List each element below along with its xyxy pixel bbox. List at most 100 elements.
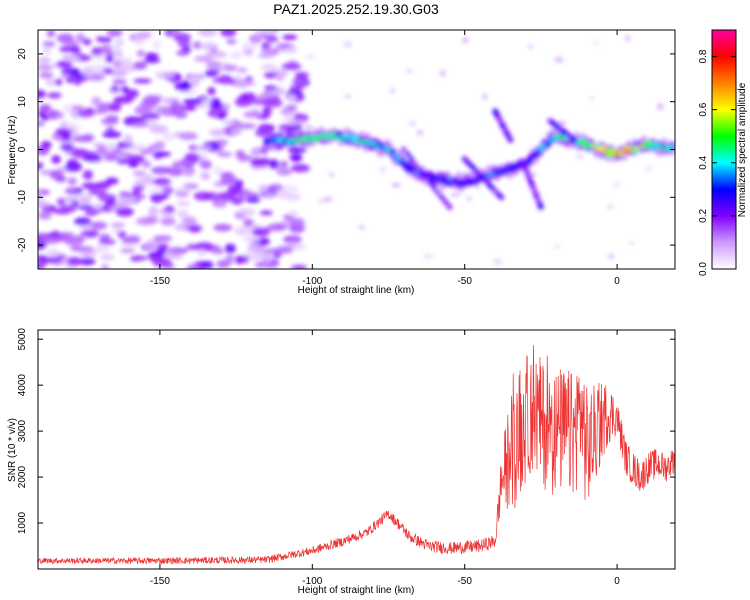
heatmap-cell xyxy=(391,183,401,188)
heatmap-cell xyxy=(114,38,125,46)
heatmap-cell xyxy=(59,204,78,213)
heatmap-cell xyxy=(537,203,544,210)
heatmap-cell xyxy=(263,191,276,197)
heatmap-cell xyxy=(186,263,201,269)
heatmap-cell xyxy=(423,175,430,182)
heatmap-cell xyxy=(77,109,95,118)
heatmap-cell xyxy=(136,49,145,58)
heatmap-cell xyxy=(283,235,302,244)
heatmap-cell xyxy=(173,110,188,119)
heatmap-cell xyxy=(40,140,52,149)
heatmap-cell xyxy=(571,136,578,143)
heatmap-cell xyxy=(79,257,96,266)
heatmap-cell xyxy=(461,37,469,43)
heatmap-cell xyxy=(343,94,352,99)
heatmap-cell xyxy=(152,40,161,50)
heatmap-cell xyxy=(294,71,309,79)
heatmap-cell xyxy=(100,254,115,261)
heatmap-cell xyxy=(177,38,191,48)
heatmap-cell xyxy=(286,94,297,102)
heatmap-cell xyxy=(255,128,273,138)
heatmap-cell xyxy=(56,234,68,242)
heatmap-cell xyxy=(236,123,257,130)
heatmap-cell xyxy=(188,225,202,233)
heatmap-cell xyxy=(666,145,673,149)
heatmap-cell xyxy=(279,107,295,116)
heatmap-cell xyxy=(237,208,256,217)
heatmap-cell xyxy=(168,30,181,35)
heatmap-cell xyxy=(113,95,134,104)
heatmap-cell xyxy=(636,146,643,150)
heatmap-cell xyxy=(245,196,261,203)
heatmap-cell xyxy=(197,248,206,258)
heatmap-cell xyxy=(395,157,402,161)
heatmap-cell xyxy=(261,30,280,34)
heatmap-cell xyxy=(112,79,127,85)
heatmap-cell xyxy=(193,191,214,201)
heatmap-cell xyxy=(282,137,289,141)
heatmap-cell xyxy=(532,153,539,157)
heatmap-cell xyxy=(134,177,152,187)
heatmap-cell xyxy=(176,50,189,57)
heatmap-cell xyxy=(39,71,54,79)
heatmap-cell xyxy=(607,203,613,210)
y-tick-label: 20 xyxy=(17,48,28,60)
heatmap-cell xyxy=(38,190,44,201)
snr-x-ticks: -150 -100 -50 0 xyxy=(150,330,620,587)
heatmap-cell xyxy=(56,60,73,68)
y-tick-label: 3000 xyxy=(17,420,28,443)
heatmap-cell xyxy=(167,254,184,260)
heatmap-cell xyxy=(408,167,415,171)
heatmap-cell xyxy=(49,170,64,180)
heatmap-cell xyxy=(97,193,117,203)
heatmap-cell xyxy=(95,181,111,190)
heatmap-cell xyxy=(438,194,445,201)
heatmap-cell xyxy=(507,136,514,143)
heatmap-cell xyxy=(110,222,126,228)
x-tick-label: -100 xyxy=(302,276,322,287)
heatmap-cell xyxy=(412,160,419,167)
heatmap-cell xyxy=(193,55,213,63)
heatmap-cell xyxy=(135,217,156,226)
heatmap-cell xyxy=(281,62,302,71)
x-tick-label: -150 xyxy=(150,576,170,587)
heatmap-cell xyxy=(629,241,634,245)
heatmap-cell xyxy=(400,146,407,153)
heatmap-cell xyxy=(99,233,111,241)
heatmap-cell xyxy=(156,150,166,158)
heatmap-cell xyxy=(40,114,50,121)
heatmap-cell xyxy=(125,155,146,165)
heatmap-cell xyxy=(92,245,111,253)
heatmap-cell xyxy=(404,151,411,158)
heatmap-cell xyxy=(256,92,277,99)
heatmap-x-label: Height of straight line (km) xyxy=(298,285,415,296)
heatmap-y-ticks: -20 -10 0 10 20 xyxy=(17,48,675,252)
heatmap-cell xyxy=(258,184,268,193)
colorbar-tick-label: 0.2 xyxy=(698,209,709,223)
heatmap-cell xyxy=(89,221,108,230)
heatmap-cell xyxy=(400,160,407,164)
heatmap-cell xyxy=(64,235,85,246)
heatmap-cell xyxy=(82,169,94,180)
heatmap-cell xyxy=(230,128,243,136)
heatmap-cell xyxy=(42,41,56,47)
heatmap-cell xyxy=(118,195,130,203)
heatmap-cell xyxy=(201,42,219,51)
heatmap-cell xyxy=(73,76,83,86)
heatmap-cell xyxy=(282,34,298,41)
heatmap-cell xyxy=(261,256,272,265)
heatmap-cell xyxy=(96,146,108,156)
y-tick-label: -20 xyxy=(17,237,28,252)
heatmap-cell xyxy=(656,103,664,110)
heatmap-cell xyxy=(181,80,190,90)
heatmap-cell xyxy=(38,255,50,266)
heatmap-cell xyxy=(608,253,615,259)
heatmap-cell xyxy=(80,229,99,238)
heatmap-cell xyxy=(82,154,103,162)
heatmap-cell xyxy=(222,119,235,126)
heatmap-cell xyxy=(55,128,72,136)
heatmap-cell xyxy=(157,243,169,251)
heatmap-cell xyxy=(291,78,307,86)
heatmap-cell xyxy=(91,96,102,106)
colorbar-tick-label: 0.0 xyxy=(698,262,709,276)
